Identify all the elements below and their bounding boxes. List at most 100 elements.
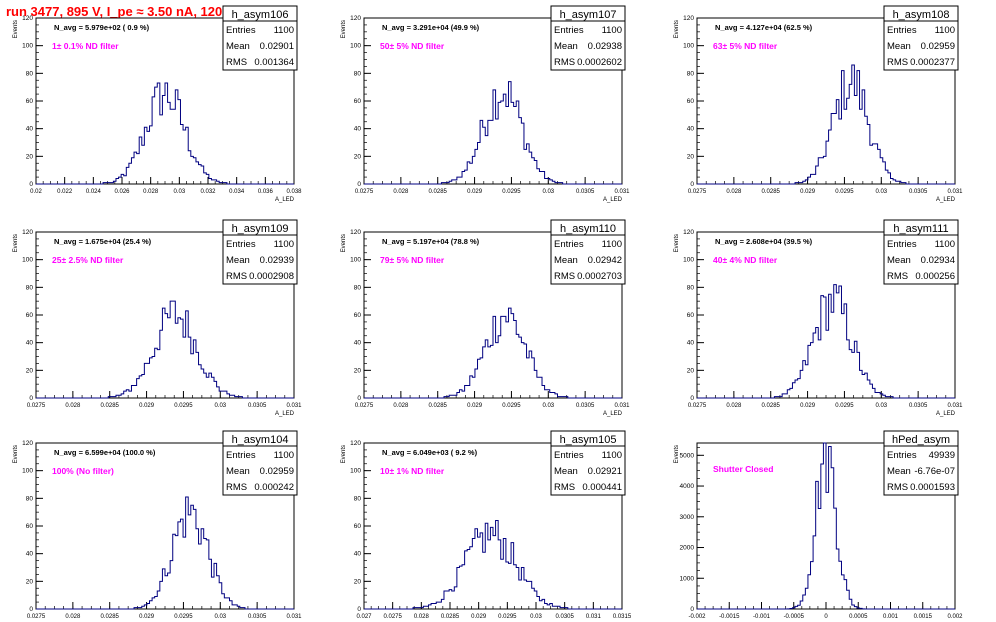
y-tick-label: 0 (29, 395, 33, 402)
run-title: run 3477, 895 V, I_pe ≈ 3.50 nA, 120 Hz (6, 4, 242, 19)
y-tick-label: 60 (354, 98, 362, 105)
x-tick-label: 0.0305 (576, 189, 595, 195)
x-tick-label: 0.0295 (174, 403, 193, 409)
x-tick-label: 0.034 (229, 189, 245, 195)
x-tick-label: 0.038 (286, 189, 302, 195)
histogram-panel-h_asym105: 0 20 40 60 80 100 120 0.027 0.0275 0.028 0.0285 0.0… (341, 430, 632, 620)
stats-entries-label: Entries (554, 25, 584, 36)
stats-entries-label: Entries (887, 450, 917, 461)
histogram-panel-h_asym111: 0 20 40 60 80 100 120 0.0275 0.028 0.0285 0.029 0.0… (674, 219, 963, 417)
y-tick-label: 2000 (680, 545, 695, 552)
stats-mean-value: 0.02921 (588, 466, 622, 477)
x-tick-label: 0.0305 (555, 614, 574, 620)
stats-rms-label: RMS (554, 57, 575, 68)
x-tick-label: 0.022 (57, 189, 73, 195)
filter-label: 50± 5% ND filter (380, 41, 445, 51)
y-tick-label: 60 (687, 312, 695, 319)
y-tick-label: 80 (26, 495, 34, 502)
y-tick-label: 120 (683, 15, 694, 22)
x-tick-label: 0.0285 (429, 403, 448, 409)
x-tick-label: 0.027 (356, 614, 372, 620)
stats-title: h_asym107 (560, 9, 617, 21)
stats-box (883, 5, 959, 71)
stats-rms-label: RMS (554, 482, 575, 493)
y-tick-label: 0 (357, 395, 361, 402)
x-tick-label: 0.028 (414, 614, 430, 620)
stats-entries-value: 1100 (274, 239, 294, 250)
x-tick-label: 0.0005 (849, 614, 868, 620)
x-tick-label: 0.0275 (355, 189, 374, 195)
stats-rms-label: RMS (226, 482, 247, 493)
y-tick-label: 80 (26, 284, 34, 291)
filter-label: Shutter Closed (713, 464, 773, 474)
x-tick-label: 0.0285 (762, 189, 781, 195)
y-tick-label: 100 (350, 257, 361, 264)
histogram-panel-h_asym108: 0 20 40 60 80 100 120 0.0275 0.028 0.0285 0.029 0.0… (674, 5, 963, 203)
stats-entries-value: 1100 (602, 239, 622, 250)
stats-rms-value: 0.0002602 (577, 57, 622, 68)
stats-mean-value: 0.02901 (260, 41, 294, 52)
stats-mean-label: Mean (554, 466, 578, 477)
navg-label: N_avg = 5.979e+02 ( 0.9 %) (54, 23, 150, 32)
x-tick-label: 0.029 (467, 403, 483, 409)
y-axis-title: Events (13, 445, 19, 463)
navg-label: N_avg = 1.675e+04 (25.4 %) (54, 237, 152, 246)
stats-box (222, 219, 298, 285)
y-tick-label: 80 (354, 70, 362, 77)
y-tick-label: 80 (26, 70, 34, 77)
y-tick-label: 20 (354, 578, 362, 585)
stats-rms-label: RMS (887, 57, 908, 68)
stats-rms-label: RMS (226, 57, 247, 68)
y-tick-label: 40 (26, 340, 34, 347)
y-axis-title: Events (341, 234, 347, 252)
y-tick-label: 60 (26, 312, 34, 319)
y-tick-label: 120 (683, 229, 694, 236)
stats-box (883, 219, 959, 285)
y-tick-label: 60 (354, 312, 362, 319)
x-tick-label: 0.0305 (248, 614, 267, 620)
x-tick-label: 0.002 (947, 614, 963, 620)
x-tick-label: -0.0015 (719, 614, 740, 620)
x-tick-label: 0.0305 (909, 189, 928, 195)
x-tick-label: 0.028 (393, 189, 409, 195)
y-tick-label: 120 (350, 15, 361, 22)
y-tick-label: 20 (687, 367, 695, 374)
x-tick-label: 0.0275 (383, 614, 402, 620)
y-tick-label: 0 (29, 606, 33, 613)
x-tick-label: 0.028 (143, 189, 159, 195)
y-axis-title: Events (13, 234, 19, 252)
stats-rms-label: RMS (887, 271, 908, 282)
stats-mean-value: 0.02959 (260, 466, 294, 477)
y-tick-label: 80 (687, 284, 695, 291)
stats-entries-label: Entries (226, 239, 256, 250)
stats-rms-label: RMS (554, 271, 575, 282)
x-tick-label: 0.032 (200, 189, 216, 195)
histogram-line (364, 519, 622, 610)
x-tick-label: 0.029 (800, 403, 816, 409)
x-tick-label: 0.0285 (441, 614, 460, 620)
x-tick-label: 0.03 (214, 403, 226, 409)
y-tick-label: 0 (29, 181, 33, 188)
x-tick-label: 0.03 (173, 189, 185, 195)
navg-label: N_avg = 3.291e+04 (49.9 %) (382, 23, 480, 32)
stats-mean-value: 0.02942 (588, 255, 622, 266)
stats-rms-value: 0.001364 (254, 57, 294, 68)
x-tick-label: 0.0285 (101, 403, 120, 409)
histogram-line (697, 284, 955, 399)
x-tick-label: 0.0295 (502, 189, 521, 195)
y-axis-title: Events (341, 20, 347, 38)
y-tick-label: 40 (26, 551, 34, 558)
stats-mean-label: Mean (887, 41, 911, 52)
x-tick-label: 0.028 (393, 403, 409, 409)
x-tick-label: 0.0275 (688, 403, 707, 409)
y-axis-title: Events (674, 234, 680, 252)
x-tick-label: 0.0285 (101, 614, 120, 620)
x-tick-label: 0.0275 (27, 403, 46, 409)
x-tick-label: 0.03 (530, 614, 542, 620)
x-tick-label: 0.031 (614, 189, 630, 195)
stats-mean-label: Mean (226, 255, 250, 266)
x-tick-label: 0.028 (726, 189, 742, 195)
x-tick-label: 0.0015 (914, 614, 933, 620)
stats-box (883, 430, 959, 496)
stats-entries-label: Entries (887, 239, 917, 250)
